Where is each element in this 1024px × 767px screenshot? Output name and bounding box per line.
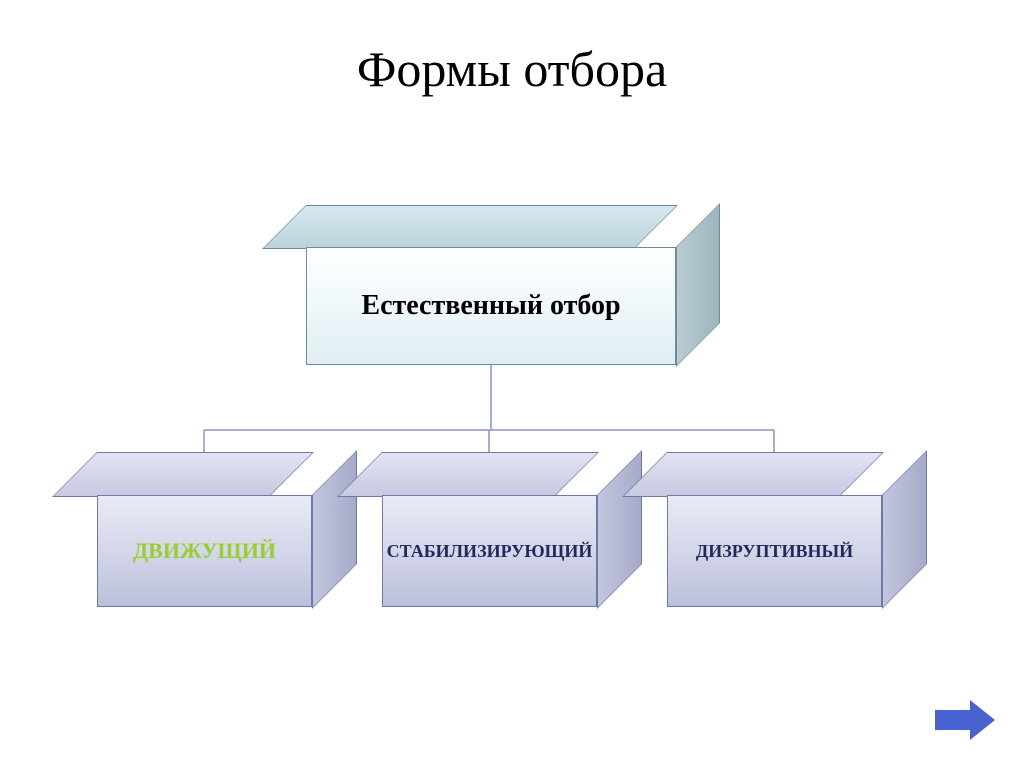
child-node-2-label: СТАБИЛИЗИРУЮЩИЙ (382, 495, 597, 607)
child-node-2: СТАБИЛИЗИРУЮЩИЙ (382, 452, 640, 607)
root-node-side-face (676, 203, 720, 367)
child-node-3-label: ДИЗРУПТИВНЫЙ (667, 495, 882, 607)
child-node-2-top-face (337, 452, 599, 497)
next-arrow-button[interactable] (935, 700, 995, 740)
root-node: Естественный отбор (306, 205, 718, 365)
child-node-1-side-face (312, 450, 357, 609)
slide: Формы отбора Естественный отбор ДВИЖУЩИЙ… (0, 0, 1024, 767)
child-node-3-top-face (622, 452, 884, 497)
child-node-3: ДИЗРУПТИВНЫЙ (667, 452, 925, 607)
child-node-3-side-face (882, 450, 927, 609)
child-node-1-top-face (52, 452, 314, 497)
connector-lines (0, 0, 1024, 767)
child-node-1-label: ДВИЖУЩИЙ (97, 495, 312, 607)
child-node-1: ДВИЖУЩИЙ (97, 452, 355, 607)
root-node-top-face (262, 205, 678, 249)
root-node-label: Естественный отбор (306, 247, 676, 365)
arrow-right-icon (935, 700, 995, 740)
hierarchy-diagram: Естественный отбор ДВИЖУЩИЙ СТАБИЛИЗИРУЮ… (0, 0, 1024, 767)
child-node-2-side-face (597, 450, 642, 609)
